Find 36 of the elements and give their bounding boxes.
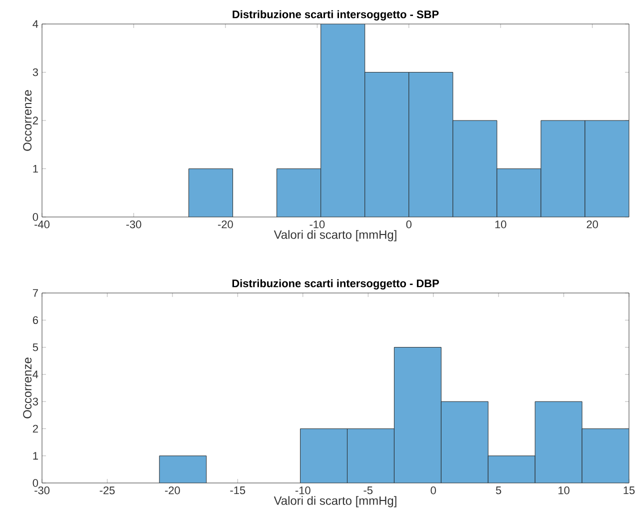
y-tick-label: 2 (32, 116, 38, 124)
x-tick-label: -25 (100, 486, 115, 494)
x-axis-title: Valori di scarto [mmHg] (274, 230, 396, 242)
y-tick-label: 0 (32, 479, 38, 487)
x-tick-label: -15 (230, 486, 246, 494)
x-tick-label: 5 (496, 486, 502, 494)
x-tick-label: 0 (430, 486, 436, 494)
y-axis-title: Occorrenze (23, 358, 32, 418)
x-tick-label: -5 (364, 486, 373, 494)
x-tick-label: -20 (165, 486, 180, 494)
y-tick-label: 6 (32, 316, 38, 324)
x-tick-label: 10 (495, 220, 506, 228)
y-tick-label: 7 (32, 289, 38, 297)
x-tick-label: 0 (406, 220, 412, 228)
y-tick-label: 3 (32, 68, 38, 76)
x-tick-label: -30 (126, 220, 142, 228)
y-tick-label: 2 (32, 424, 38, 433)
y-tick-label: 1 (33, 452, 38, 460)
chart-title: Distribuzione scarti intersoggetto - SBP (232, 10, 439, 20)
y-tick-label: 4 (32, 370, 38, 378)
x-tick-label: -20 (218, 220, 233, 228)
x-tick-label: -30 (34, 486, 50, 494)
y-tick-label: 3 (32, 398, 38, 406)
x-tick-label: -40 (34, 220, 50, 228)
y-tick-label: 0 (32, 213, 38, 221)
x-tick-label: -10 (310, 220, 325, 228)
y-axis-title: Occorrenze (23, 90, 32, 151)
y-tick-label: 1 (33, 164, 38, 173)
x-axis-title: Valori di scarto [mmHg] (274, 496, 396, 508)
y-tick-label: 4 (32, 20, 38, 28)
x-tick-label: 15 (624, 486, 635, 494)
y-tick-label: 5 (32, 343, 38, 352)
x-tick-label: -10 (295, 486, 310, 494)
x-tick-label: 20 (586, 220, 598, 228)
x-tick-label: 10 (558, 486, 570, 494)
chart-title: Distribuzione scarti intersoggetto - DBP (232, 279, 439, 290)
